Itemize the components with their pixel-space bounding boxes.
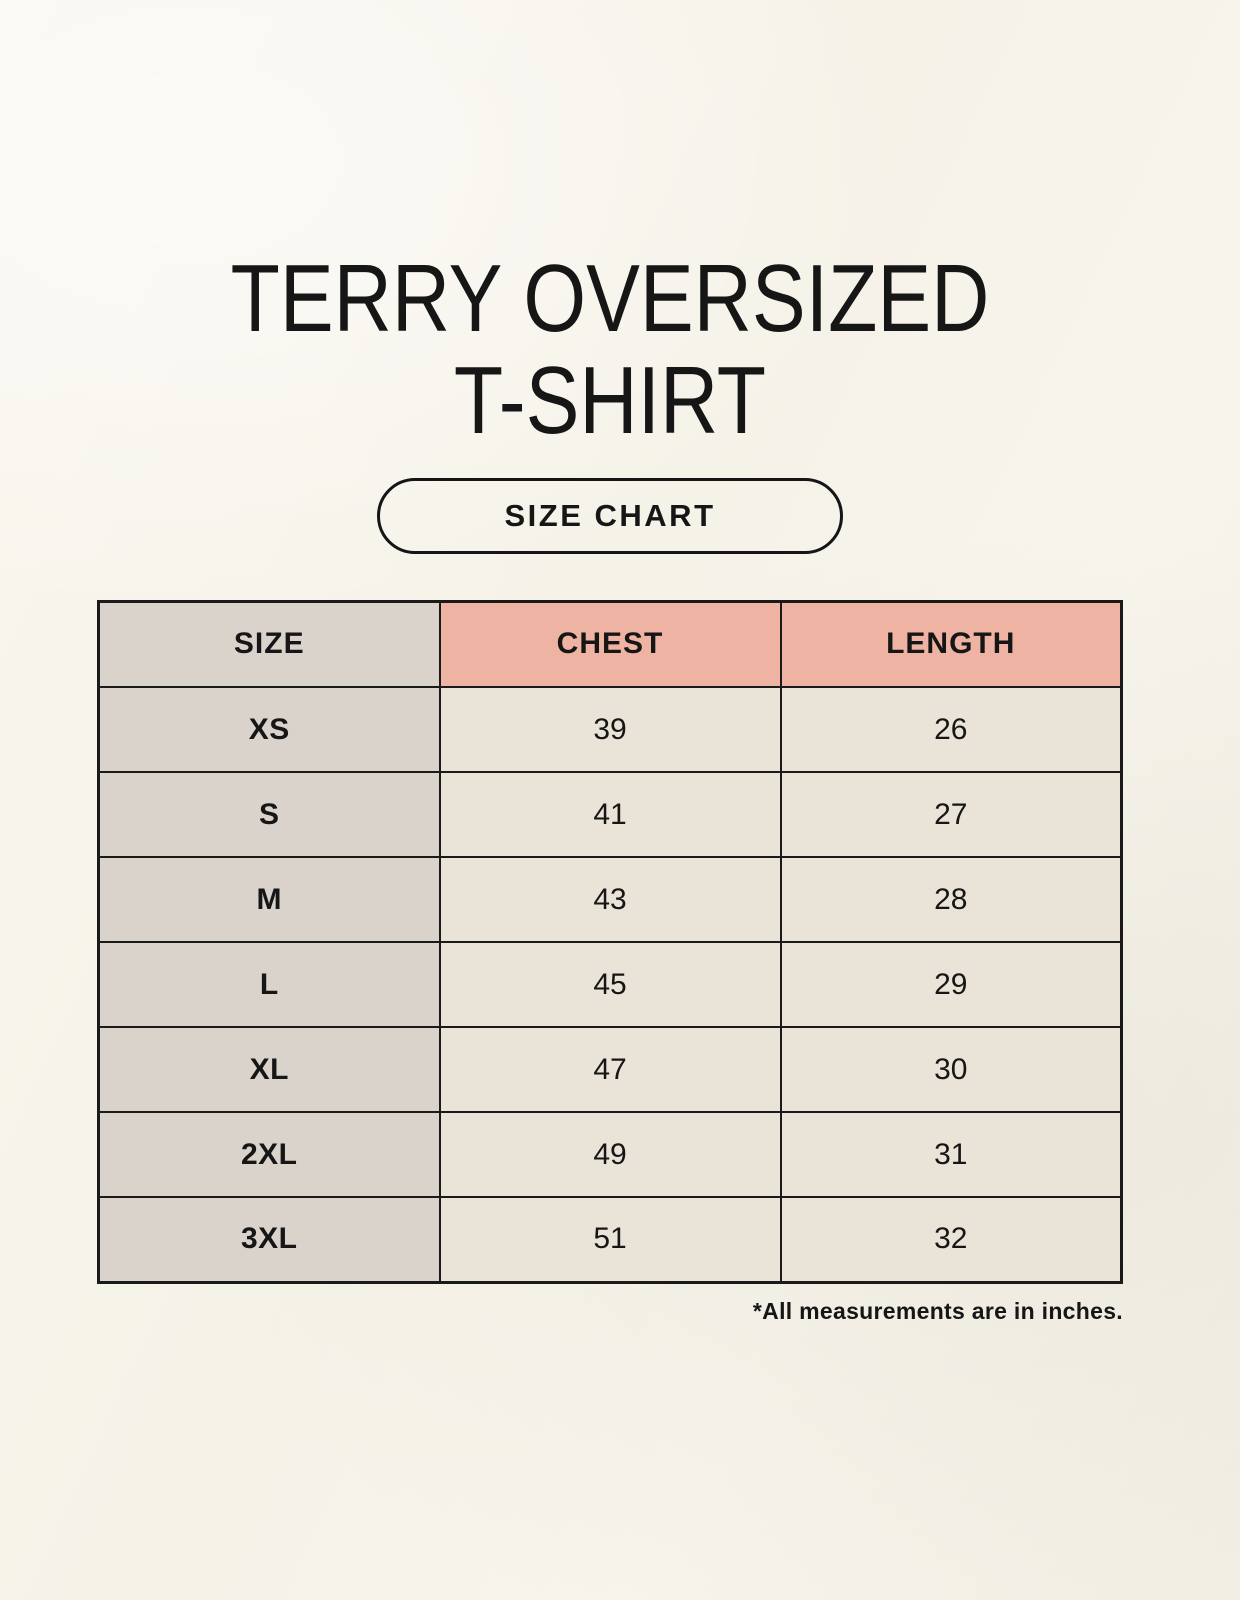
size-table-body: XS 39 26 S 41 27 M 43 28 L 45 29 XL 47 30 2XL 49 31 3XL 51 3… xyxy=(97,686,1123,1283)
header-cell-chest: CHEST xyxy=(438,600,782,688)
table-row: XS 39 26 xyxy=(97,686,1123,773)
length-value-cell: 28 xyxy=(779,856,1123,943)
chest-value-cell: 45 xyxy=(438,941,782,1028)
header-cell-size: SIZE xyxy=(97,600,441,688)
chest-value-cell: 49 xyxy=(438,1111,782,1198)
header-cell-length: LENGTH xyxy=(779,600,1123,688)
table-row: 2XL 49 31 xyxy=(97,1111,1123,1198)
product-title: TERRY OVERSIZED T-SHIRT xyxy=(179,0,1041,452)
size-label-cell: M xyxy=(97,856,441,943)
table-row: S 41 27 xyxy=(97,771,1123,858)
length-value-cell: 29 xyxy=(779,941,1123,1028)
length-value-cell: 32 xyxy=(779,1196,1123,1283)
chest-value-cell: 43 xyxy=(438,856,782,943)
size-label-cell: XS xyxy=(97,686,441,773)
size-chart-badge-label: SIZE CHART xyxy=(504,497,716,533)
size-chart-page: TERRY OVERSIZED T-SHIRT SIZE CHART SIZE C… xyxy=(97,0,1123,1325)
length-value-cell: 30 xyxy=(779,1026,1123,1113)
chest-value-cell: 51 xyxy=(438,1196,782,1283)
product-title-line2: T-SHIRT xyxy=(453,346,767,454)
table-row: XL 47 30 xyxy=(97,1026,1123,1113)
chest-value-cell: 39 xyxy=(438,686,782,773)
size-label-cell: 3XL xyxy=(97,1196,441,1283)
product-title-line1: TERRY OVERSIZED xyxy=(230,245,990,352)
size-table-header: SIZE CHEST LENGTH xyxy=(97,600,1123,688)
table-row: 3XL 51 32 xyxy=(97,1196,1123,1283)
measurements-footnote: *All measurements are in inches. xyxy=(752,1297,1123,1324)
chest-value-cell: 47 xyxy=(438,1026,782,1113)
table-row: L 45 29 xyxy=(97,941,1123,1028)
table-row: M 43 28 xyxy=(97,856,1123,943)
size-label-cell: XL xyxy=(97,1026,441,1113)
size-label-cell: 2XL xyxy=(97,1111,441,1198)
header-row: SIZE CHEST LENGTH xyxy=(97,600,1123,688)
length-value-cell: 31 xyxy=(779,1111,1123,1198)
size-label-cell: S xyxy=(97,771,441,858)
length-value-cell: 26 xyxy=(779,686,1123,773)
size-label-cell: L xyxy=(97,941,441,1028)
size-table: SIZE CHEST LENGTH XS 39 26 S 41 27 M 43 28 L 45 29 X… xyxy=(97,599,1123,1284)
chest-value-cell: 41 xyxy=(438,771,782,858)
length-value-cell: 27 xyxy=(779,771,1123,858)
size-chart-badge: SIZE CHART xyxy=(377,477,843,554)
